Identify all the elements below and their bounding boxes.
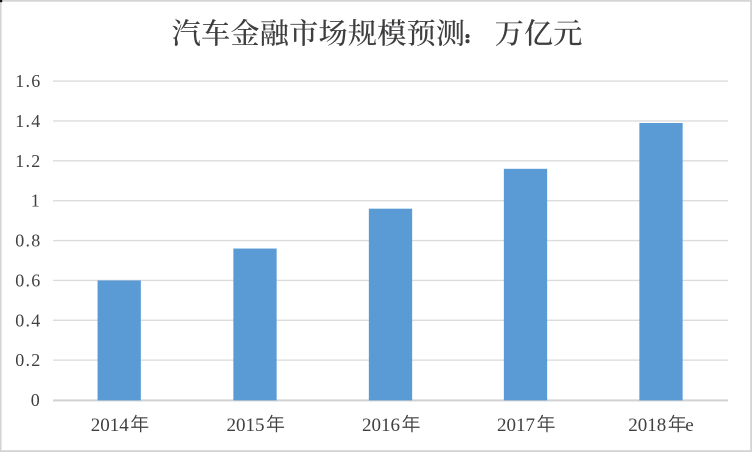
svg-text:0: 0 xyxy=(31,390,40,410)
svg-text:2018: 2018 xyxy=(628,415,666,436)
svg-text:1.4: 1.4 xyxy=(15,111,41,131)
svg-text:2017: 2017 xyxy=(497,415,535,436)
svg-text:1.2: 1.2 xyxy=(15,151,41,171)
svg-text:2016: 2016 xyxy=(362,415,400,436)
svg-text:0.4: 0.4 xyxy=(15,310,41,330)
svg-text:1: 1 xyxy=(31,191,40,211)
svg-text:2015: 2015 xyxy=(227,415,265,436)
svg-text:1.6: 1.6 xyxy=(15,71,41,91)
svg-text:e: e xyxy=(685,415,693,436)
svg-text:0.6: 0.6 xyxy=(15,270,41,290)
svg-text:0.2: 0.2 xyxy=(15,350,41,370)
svg-text:0.8: 0.8 xyxy=(15,231,41,251)
svg-text:2014: 2014 xyxy=(91,415,130,436)
